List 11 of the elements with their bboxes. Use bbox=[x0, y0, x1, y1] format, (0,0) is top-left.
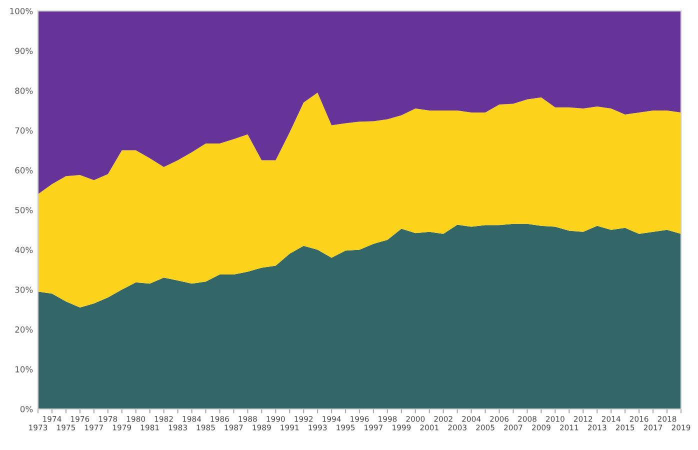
y-tick-label: 100% bbox=[10, 8, 33, 14]
y-tick-label: 90% bbox=[15, 48, 33, 54]
y-tick-label: 80% bbox=[15, 88, 33, 94]
y-tick-label: 10% bbox=[16, 366, 33, 372]
y-tick-label: 0% bbox=[20, 406, 33, 412]
y-tick-label: 30% bbox=[15, 286, 33, 293]
y-tick-label: 70% bbox=[15, 127, 33, 134]
y-tick-label: 40% bbox=[15, 246, 33, 254]
y-tick-label: 60% bbox=[15, 167, 33, 174]
y-tick-label: 50% bbox=[15, 206, 33, 214]
y-tick-label: 20% bbox=[15, 326, 33, 333]
